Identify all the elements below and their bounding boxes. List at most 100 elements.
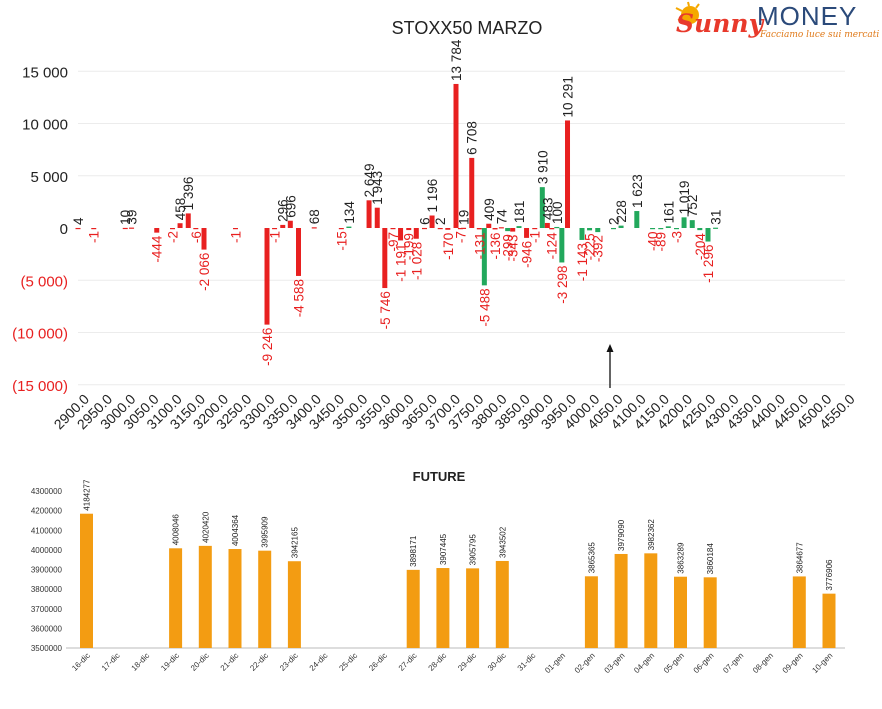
y-tick-label: (10 000): [12, 326, 68, 343]
bar-data-label: -3 298: [555, 265, 570, 303]
x-tick-label: 10-gen: [810, 651, 834, 675]
bar-data-label: 696: [283, 195, 298, 218]
future-bar: [495, 560, 509, 648]
strike-bar: [398, 228, 404, 241]
strike-bar: [338, 228, 344, 230]
top-chart-bars: [75, 83, 719, 325]
y-tick-label: 3900000: [31, 566, 63, 575]
strike-bar: [705, 228, 711, 242]
x-tick-label: 02-gen: [573, 651, 597, 675]
x-tick-label: 26-dic: [367, 651, 389, 673]
bar-data-label: 3863289: [677, 542, 686, 574]
x-tick-label: 08-gen: [751, 651, 775, 675]
bar-data-label: -1 296: [701, 245, 716, 283]
bar-data-label: 3865365: [587, 542, 596, 574]
strike-bar: [689, 220, 695, 228]
y-tick-label: 3500000: [31, 644, 63, 653]
x-tick-label: 30-dic: [486, 651, 508, 673]
strike-bar: [287, 220, 293, 228]
x-tick-label: 24-dic: [308, 651, 330, 673]
strike-bar: [579, 228, 585, 240]
x-tick-label: 09-gen: [781, 651, 805, 675]
strike-bar: [445, 228, 451, 230]
bar-data-label: 10: [118, 210, 133, 225]
y-tick-label: (15 000): [12, 378, 68, 395]
bar-data-label: 1 623: [630, 174, 645, 208]
strike-bar: [674, 228, 679, 230]
y-tick-label: 3800000: [31, 585, 63, 594]
strike-bar: [611, 227, 616, 230]
strike-bar: [457, 228, 463, 230]
bar-data-label: -40: [646, 231, 661, 251]
bar-data-label: 161: [661, 201, 676, 224]
strike-bar: [366, 200, 372, 228]
bar-data-label: -124: [545, 232, 560, 260]
bar-data-label: 31: [709, 210, 724, 225]
strike-bar: [469, 157, 475, 228]
x-tick-label: 17-dic: [100, 651, 122, 673]
strike-bar: [280, 224, 286, 228]
y-tick-label: (5 000): [20, 273, 68, 290]
bar-data-label: 752: [685, 195, 700, 218]
bar-data-label: 4008046: [172, 514, 181, 546]
bar-data-label: -3: [670, 231, 685, 243]
future-bar: [287, 561, 301, 648]
x-tick-label: 28-dic: [427, 651, 449, 673]
bar-data-label: 19: [457, 210, 472, 225]
bar-data-label: 1 196: [425, 179, 440, 213]
x-tick-label: 21-dic: [219, 651, 241, 673]
strike-bar: [595, 228, 601, 233]
bar-data-label: -6: [189, 231, 204, 243]
bar-data-label: -946: [520, 241, 535, 268]
bar-data-label: -2 066: [197, 253, 212, 291]
bar-data-label: -15: [334, 231, 349, 251]
strike-bar: [177, 223, 183, 228]
top-chart-gridlines: [78, 70, 845, 386]
strike-bar: [185, 213, 191, 228]
sun-icon: [675, 1, 700, 24]
strike-bar: [193, 228, 199, 230]
bar-data-label: 228: [614, 200, 629, 223]
bar-data-label: 6 708: [465, 121, 480, 155]
future-bar: [644, 553, 658, 648]
future-bar: [822, 593, 836, 648]
bar-data-label: 458: [173, 198, 188, 221]
y-tick-label: 3600000: [31, 624, 63, 633]
bar-data-label: -89: [654, 232, 669, 252]
bar-data-label: 134: [342, 201, 357, 224]
strike-bar: [453, 83, 459, 228]
bar-data-label: -1: [528, 231, 543, 243]
bar-data-label: 3860184: [706, 543, 715, 575]
bar-data-label: -2: [166, 231, 181, 243]
top-chart-x-axis: 2900.02950.03000.03050.03100.03150.03200…: [51, 391, 858, 433]
x-tick-label: 01-gen: [543, 651, 567, 675]
strike-bar: [492, 228, 498, 230]
strike-bar: [665, 226, 671, 228]
bar-data-label: 1 943: [370, 171, 385, 205]
logo-sunny: Sunny: [676, 9, 765, 38]
bar-data-label: 4020420: [201, 511, 210, 543]
future-bar: [674, 576, 687, 648]
strike-bar: [437, 227, 443, 230]
strike-bar: [505, 228, 511, 232]
bar-data-label: 4004364: [231, 514, 240, 546]
strike-bar: [481, 228, 487, 286]
bar-data-label: 483: [540, 197, 555, 220]
bar-data-label: -444: [150, 235, 165, 263]
bar-data-label: -1 028: [409, 242, 424, 280]
strike-bar: [154, 228, 160, 233]
bar-data-label: -97: [386, 232, 401, 252]
brand-logo: Sunny MONEY Facciamo luce sui mercati: [675, 1, 879, 40]
top-chart-y-axis: 15 000 10 000 5 000 0 (5 000) (10 000) (15 000…: [12, 64, 68, 395]
strike-bar: [390, 228, 396, 230]
y-tick-label: 10 000: [22, 117, 68, 134]
bottom-chart-x-axis: 16-dic 17-dic 18-dic 19-dic 20-dic 21-dic 22-d…: [70, 651, 834, 675]
bar-data-label: -204: [693, 233, 708, 261]
bar-data-label: -131: [472, 232, 487, 259]
bar-data-label: 13 784: [449, 39, 464, 81]
logo-money: MONEY: [757, 1, 857, 31]
x-tick-label: 04-gen: [632, 651, 656, 675]
x-tick-label: 31-dic: [516, 651, 538, 673]
